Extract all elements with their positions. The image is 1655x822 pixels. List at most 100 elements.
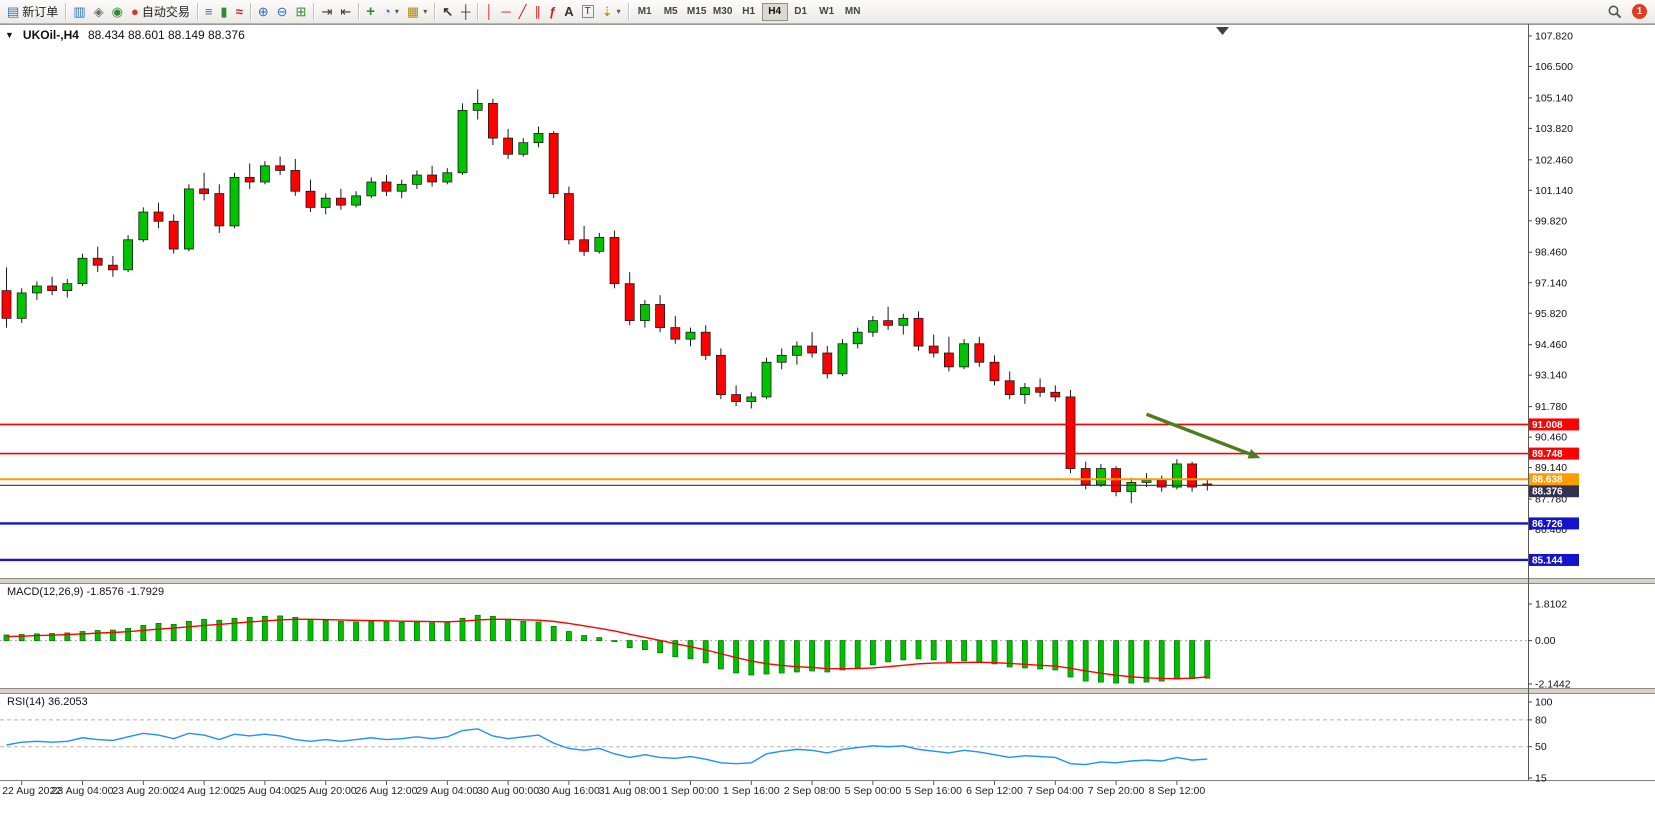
templates-button[interactable]: ▦ ▾ [403, 2, 431, 22]
fibonacci-button[interactable]: ƒ [545, 2, 560, 22]
macd-bar [596, 637, 603, 641]
macd-bar [201, 618, 208, 642]
market-watch-button[interactable]: ▥ [69, 2, 89, 22]
toolbar-separator [358, 3, 360, 20]
macd-bar [1098, 640, 1104, 683]
candle [731, 394, 741, 402]
text-label-button[interactable]: T [578, 2, 598, 22]
macd-bar [870, 640, 876, 666]
timeframe-m5[interactable]: M5 [658, 3, 684, 21]
macd-bar [642, 640, 648, 651]
candle [700, 331, 711, 356]
new-order-label: 新订单 [22, 5, 59, 19]
candle [1187, 463, 1197, 488]
candle [1, 290, 12, 319]
auto-scroll-button[interactable]: ⇥ [317, 2, 336, 22]
dropdown-caret-icon: ▾ [394, 7, 399, 16]
arrows-icon: ⇣ [601, 4, 613, 19]
crosshair-button[interactable]: ┼ [457, 2, 474, 22]
line-chart-button[interactable]: ≈ [232, 2, 247, 22]
candle [427, 174, 438, 183]
macd-bar [398, 621, 405, 642]
zoom-out-button[interactable]: ⊖ [273, 2, 292, 22]
macd-bar [505, 618, 512, 642]
macd-bar [413, 621, 420, 642]
candle [852, 331, 863, 345]
collapse-indicators-icon[interactable]: ▼ [5, 30, 14, 40]
zoom-in-button[interactable]: ⊕ [254, 2, 273, 22]
candle [214, 193, 225, 227]
candle [108, 264, 118, 271]
candle [487, 103, 498, 139]
autotrade-button[interactable]: ● 自动交易 [127, 2, 194, 22]
timeframe-d1[interactable]: D1 [788, 3, 814, 21]
axis-label: 86.726 [1532, 519, 1563, 530]
axis-label: 95.820 [1535, 308, 1567, 320]
candle [1050, 391, 1061, 398]
cursor-button[interactable]: ↖ [438, 2, 457, 22]
candle [351, 195, 362, 206]
horizontal-line-button[interactable]: ─ [497, 2, 514, 22]
macd-bar [246, 616, 253, 642]
navigator-button[interactable]: ◈ [90, 2, 108, 22]
axis-label: 94.460 [1535, 339, 1567, 351]
candle [32, 285, 42, 294]
terminal-button[interactable]: ◉ [108, 2, 127, 22]
timeframe-m15[interactable]: M15 [684, 3, 710, 21]
macd-bar [322, 619, 329, 641]
macd-bar [611, 640, 618, 643]
trend-arrow-head[interactable] [1247, 449, 1261, 459]
macd-bar [231, 617, 238, 641]
candle [640, 304, 650, 322]
chart-canvas[interactable]: 107.820 106.500 105.140 103.820 102.460 101.1… [0, 24, 1655, 822]
candle [974, 343, 985, 363]
channel-button[interactable]: ∥ [531, 2, 546, 22]
axis-label: 0.00 [1535, 635, 1556, 647]
chart-shift-button[interactable]: ⇤ [336, 2, 355, 22]
timeframe-m30[interactable]: M30 [710, 3, 736, 21]
pane-separator [0, 688, 1655, 694]
timeframe-w1[interactable]: W1 [814, 3, 840, 21]
new-order-button[interactable]: ▤ 新订单 [3, 2, 62, 22]
candle [868, 320, 878, 333]
trendline-button[interactable]: ╱ [515, 2, 531, 22]
axis-label: 25 Aug 20:00 [295, 785, 357, 797]
candle [335, 197, 346, 206]
axis-label: 88.638 [1532, 475, 1563, 486]
macd-bar [930, 640, 937, 661]
chart-shift-marker[interactable] [1216, 27, 1229, 35]
text-button[interactable]: A [560, 2, 577, 22]
macd-bar [778, 640, 785, 674]
periods-button[interactable]: ◔ ▾ [379, 2, 403, 22]
macd-bar [216, 619, 223, 641]
trend-arrow[interactable] [1145, 412, 1250, 456]
candle [564, 193, 574, 241]
notification-badge[interactable]: 1 [1632, 4, 1647, 19]
tile-windows-button[interactable]: ⊞ [292, 2, 311, 22]
dropdown-caret-icon: ▾ [616, 7, 621, 16]
macd-bar [353, 621, 360, 642]
macd-bar [763, 640, 770, 675]
indicators-button[interactable]: + [362, 2, 379, 22]
timeframe-m1[interactable]: M1 [632, 3, 658, 21]
timeframe-h4[interactable]: H4 [761, 2, 788, 21]
zoom-out-icon: ⊖ [276, 4, 288, 19]
timeframe-h1[interactable]: H1 [736, 3, 762, 21]
macd-bar [885, 640, 891, 663]
search-button[interactable] [1605, 2, 1625, 22]
macd-bar [185, 620, 192, 641]
axis-label: 101.140 [1535, 185, 1573, 197]
bar-chart-button[interactable]: ≡ [201, 2, 217, 22]
timeframe-mn[interactable]: MN [840, 3, 866, 21]
rsi-line [6, 728, 1208, 766]
candle [609, 237, 620, 285]
vertical-line-button[interactable]: │ [481, 2, 497, 22]
macd-bar [307, 618, 314, 642]
arrows-button[interactable]: ⇣ ▾ [598, 2, 625, 22]
chart-window[interactable]: 107.820 106.500 105.140 103.820 102.460 101.1… [0, 24, 1655, 822]
fibonacci-icon: ƒ [549, 4, 557, 19]
candle [594, 237, 605, 252]
candlestick-chart-button[interactable]: ▮ [216, 2, 231, 22]
macd-bar [3, 634, 10, 642]
macd-bar [64, 632, 71, 641]
